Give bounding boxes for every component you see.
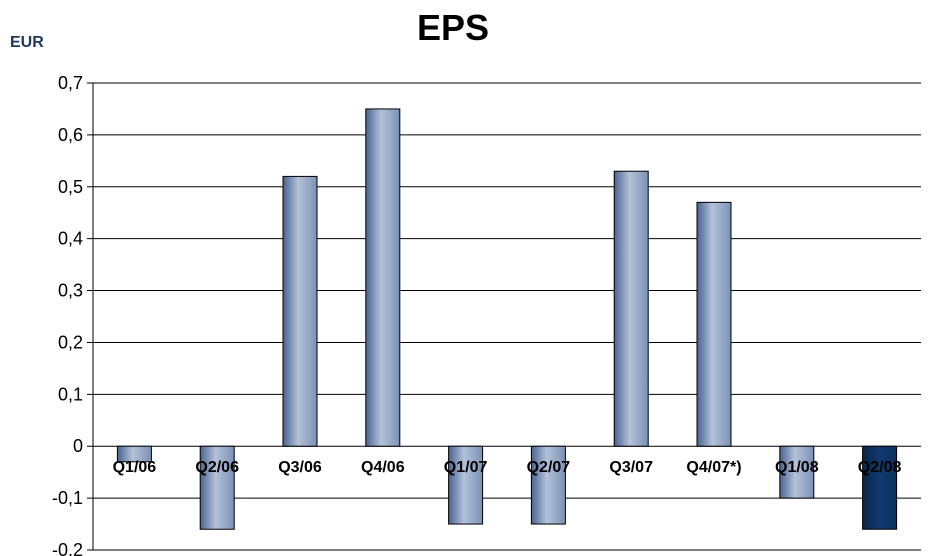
y-tick-label: -0,2 — [52, 540, 83, 556]
x-tick-label: Q3/06 — [278, 459, 322, 476]
y-tick-label: 0 — [73, 436, 83, 456]
x-tick-label: Q1/08 — [775, 459, 819, 476]
bars — [116, 108, 898, 530]
y-tick-label: 0,6 — [58, 125, 83, 145]
y-unit-label: EUR — [10, 34, 44, 51]
bar-q4-06 — [365, 108, 401, 447]
y-tick-label: -0,1 — [52, 488, 83, 508]
bar-q3-07 — [613, 170, 649, 447]
bar-q2-08 — [862, 445, 898, 530]
y-tick-label: 0,3 — [58, 281, 83, 301]
y-tick-label: 0,1 — [58, 384, 83, 404]
x-tick-label: Q2/07 — [527, 459, 571, 476]
bar-q1-06 — [116, 445, 152, 463]
bar-q1-07 — [448, 445, 484, 525]
x-tick-label: Q1/07 — [444, 459, 488, 476]
y-tick-label: 0,5 — [58, 177, 83, 197]
bar-q3-06 — [282, 175, 318, 447]
y-axis-ticks: -0,2 -0,1 0 0,1 0,2 0,3 0,4 0,5 0,6 0,7 — [52, 73, 83, 556]
x-axis-ticks: Q1/06 Q2/06 Q3/06 Q4/06 Q1/07 Q2/07 Q3/07 Q4/07… — [113, 459, 902, 476]
y-tick-label: 0,7 — [58, 73, 83, 93]
x-tick-label: Q3/07 — [609, 459, 653, 476]
bar-q1-08 — [779, 445, 815, 499]
chart-title: EPS — [417, 7, 489, 48]
x-tick-label: Q2/06 — [195, 459, 239, 476]
bar-q2-07 — [530, 445, 566, 525]
bar-q2-06 — [199, 445, 235, 530]
x-tick-label: Q1/06 — [113, 459, 157, 476]
x-tick-label: Q2/08 — [858, 459, 902, 476]
x-tick-label: Q4/07*) — [686, 459, 741, 476]
x-tick-label: Q4/06 — [361, 459, 405, 476]
bar-q4-07 — [696, 201, 732, 447]
y-tick-label: 0,2 — [58, 332, 83, 352]
y-tick-label: 0,4 — [58, 229, 83, 249]
